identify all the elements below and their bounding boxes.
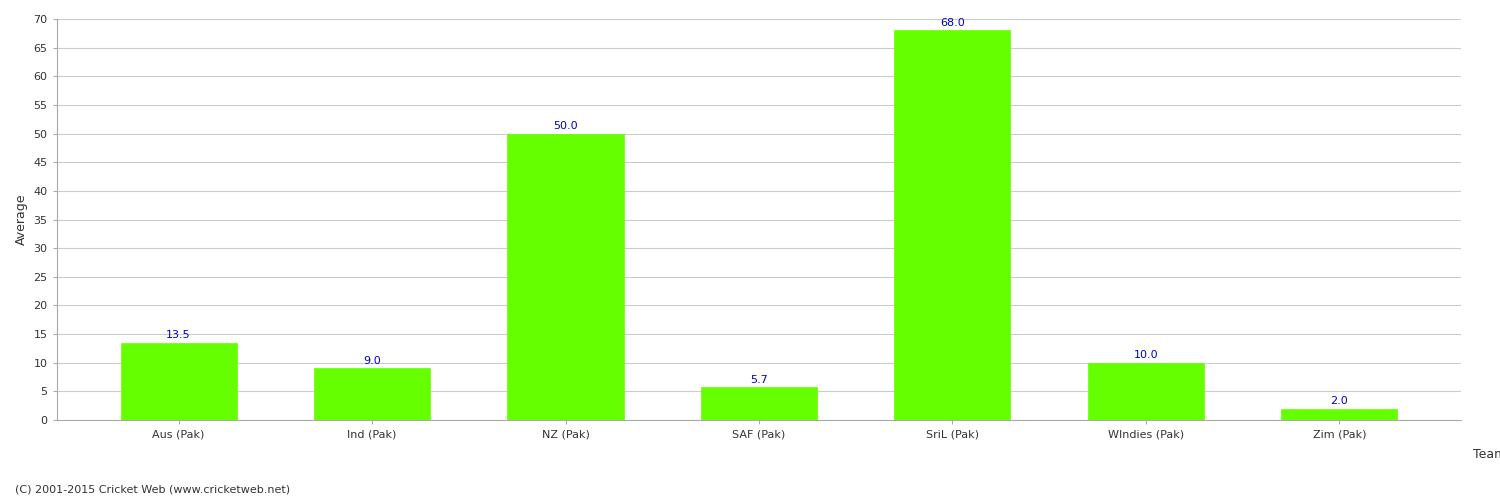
- Text: 50.0: 50.0: [554, 122, 578, 132]
- Y-axis label: Average: Average: [15, 194, 28, 246]
- Text: 5.7: 5.7: [750, 375, 768, 385]
- Bar: [700, 388, 818, 420]
- Text: 10.0: 10.0: [1134, 350, 1158, 360]
- Text: 9.0: 9.0: [363, 356, 381, 366]
- Bar: [1281, 408, 1398, 420]
- Bar: [894, 30, 1011, 420]
- Bar: [1088, 363, 1204, 420]
- Text: 2.0: 2.0: [1330, 396, 1348, 406]
- Text: 13.5: 13.5: [166, 330, 190, 340]
- X-axis label: Team: Team: [1473, 448, 1500, 461]
- Text: (C) 2001-2015 Cricket Web (www.cricketweb.net): (C) 2001-2015 Cricket Web (www.cricketwe…: [15, 485, 290, 495]
- Text: 68.0: 68.0: [940, 18, 964, 28]
- Bar: [314, 368, 430, 420]
- Bar: [507, 134, 624, 420]
- Bar: [120, 342, 237, 420]
